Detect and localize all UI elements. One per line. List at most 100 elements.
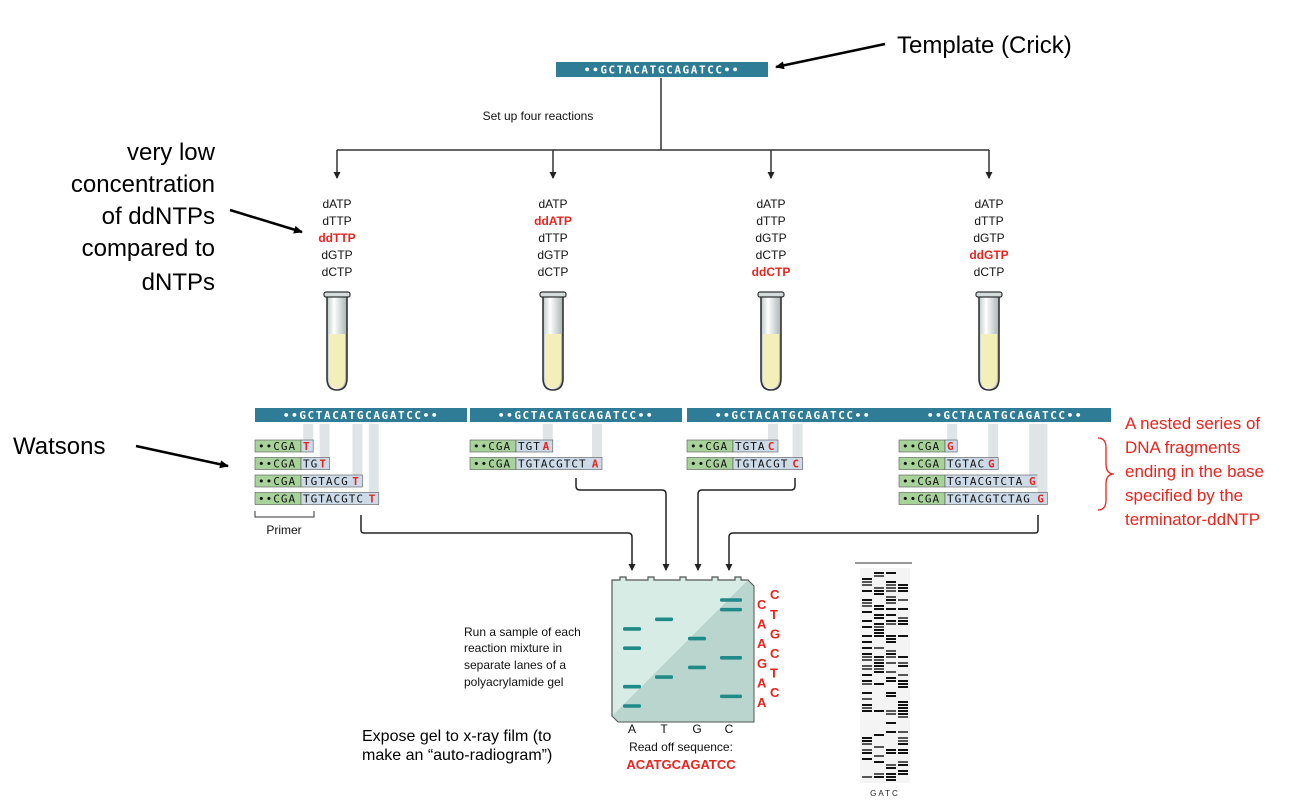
test-tube	[975, 291, 1003, 391]
terminator-base: G	[947, 440, 954, 453]
nucleotide-label: dGTP	[321, 248, 352, 262]
terminator-base: G	[1029, 475, 1036, 488]
sequence-ladder: ACATGCAGATCC	[757, 587, 780, 710]
nested-note-line: A nested series of	[1125, 414, 1260, 433]
gel-band	[623, 684, 641, 689]
dna-fragment: ••CGA TGTACGT C	[686, 424, 803, 471]
extension-text: TG	[303, 458, 318, 471]
extension-text: TGTACGTCTA	[947, 475, 1023, 488]
ladder-base: T	[770, 607, 778, 622]
nucleotide-label: dCTP	[538, 265, 569, 279]
primer-text: ••CGA	[258, 458, 296, 471]
reaction-1: dATP dTTP ddTTP dGTP dCTP ••GCTACATGCAGATCC••…	[254, 197, 467, 506]
left-note-line: very low	[127, 139, 216, 166]
extension-text: TGTACG	[303, 475, 349, 488]
dna-fragment: ••CGA TGTACG T	[254, 424, 363, 488]
watsons-label: Watsons	[13, 433, 105, 460]
dna-fragment: ••CGA TGTA C	[686, 424, 779, 453]
test-tube	[539, 291, 567, 391]
terminator-base: T	[319, 458, 326, 471]
gel-band	[623, 627, 641, 631]
left-note-line: concentration	[71, 171, 215, 198]
primer-text: ••CGA	[902, 475, 940, 488]
gel-connectors	[360, 478, 1039, 571]
ladder-base: A	[757, 695, 767, 710]
watsons-arrow	[135, 444, 229, 469]
lane-label-g: G	[692, 722, 701, 736]
extension-text: TGTACGT	[735, 458, 788, 471]
terminator-base: G	[988, 458, 995, 471]
nucleotide-label: ddCTP	[752, 265, 791, 279]
gel-band	[623, 646, 641, 650]
nested-note: A nested series of DNA fragments ending …	[1125, 414, 1264, 529]
left-note-line: of ddNTPs	[102, 203, 215, 230]
ladder-base: C	[770, 587, 780, 602]
ladder-base: A	[757, 636, 767, 651]
template-strand-copy-text: ••GCTACATGCAGATCC••	[283, 409, 439, 422]
gel-band	[655, 675, 673, 679]
template-strand: ••GCTACATGCAGATCC••	[556, 62, 768, 77]
ladder-base: C	[757, 597, 767, 612]
nucleotide-label: dGTP	[973, 231, 1004, 245]
dna-fragment: ••CGA G	[898, 424, 958, 453]
primer-text: ••CGA	[258, 493, 296, 506]
nucleotide-label: dATP	[322, 197, 351, 211]
ladder-base: G	[770, 626, 780, 641]
primer-text: ••CGA	[473, 458, 511, 471]
template-strand-text: ••GCTACATGCAGATCC••	[584, 64, 740, 77]
nucleotide-label: dCTP	[756, 248, 787, 262]
autoradiogram: GATC	[855, 562, 912, 798]
dna-fragment: ••CGA T	[254, 424, 314, 453]
lane-label-c: C	[725, 722, 734, 736]
nucleotide-label: ddATP	[534, 214, 572, 228]
reaction-4: dATP dTTP dGTP ddGTP dCTP ••GCTACATGCAGATCC••…	[898, 197, 1111, 506]
primer-text: ••CGA	[902, 440, 940, 453]
left-note-line: dNTPs	[142, 269, 215, 296]
nucleotide-label: ddGTP	[969, 248, 1008, 262]
nucleotide-label: dCTP	[322, 265, 353, 279]
template-strand-copy: ••GCTACATGCAGATCC••	[255, 408, 467, 422]
left-note: very low concentration of ddNTPs compare…	[71, 139, 216, 296]
nucleotide-label: dTTP	[322, 214, 351, 228]
gel-lane-labels: A T G C	[628, 722, 734, 736]
primer-text: ••CGA	[902, 458, 940, 471]
gel-note-line: reaction mixture in	[464, 641, 562, 655]
terminator-base: T	[352, 475, 359, 488]
primer-text: ••CGA	[690, 458, 728, 471]
gel-bands	[623, 598, 742, 708]
branch-lines	[333, 78, 993, 179]
gel-band	[720, 607, 742, 612]
nucleotide-label: dTTP	[756, 214, 785, 228]
nucleotide-label: dCTP	[974, 265, 1005, 279]
primer-text: ••CGA	[473, 440, 511, 453]
primer-text: ••CGA	[258, 475, 296, 488]
ladder-base: C	[770, 646, 780, 661]
expose-note: Expose gel to x-ray film (to make an “au…	[362, 728, 552, 764]
terminator-base: C	[768, 440, 775, 453]
extension-text: TGT	[518, 440, 541, 453]
test-tube	[757, 291, 785, 391]
dna-fragment: ••CGA TGTACGTC T	[254, 424, 380, 506]
expose-note-line: make an “auto-radiogram”)	[362, 747, 552, 764]
extension-text: TGTAC	[947, 458, 985, 471]
dna-fragment: ••CGA TGT A	[469, 424, 554, 453]
primer-text: ••CGA	[902, 493, 940, 506]
read-off-sequence: ACATGCAGATCC	[626, 757, 736, 772]
terminator-base: A	[543, 440, 550, 453]
gel-note-line: separate lanes of a	[464, 658, 566, 672]
nucleotide-label: dATP	[974, 197, 1003, 211]
gel-band	[688, 636, 706, 641]
lane-label-a: A	[628, 722, 636, 736]
reaction-3: dATP dTTP dGTP dCTP ddCTP ••GCTACATGCAGATCC••…	[686, 197, 899, 471]
nucleotide-label: dATP	[538, 197, 567, 211]
primer-text: ••CGA	[690, 440, 728, 453]
dna-fragment: ••CGA TGTACGTCT A	[469, 424, 603, 471]
autorad-lane-labels: GATC	[870, 789, 900, 798]
terminator-base: T	[369, 493, 376, 506]
nucleotide-label: dGTP	[755, 231, 786, 245]
nucleotide-label: dTTP	[538, 231, 567, 245]
ddntp-arrow	[229, 208, 303, 234]
gel-note-line: polyacrylamide gel	[464, 675, 563, 689]
template-arrow	[775, 42, 886, 70]
